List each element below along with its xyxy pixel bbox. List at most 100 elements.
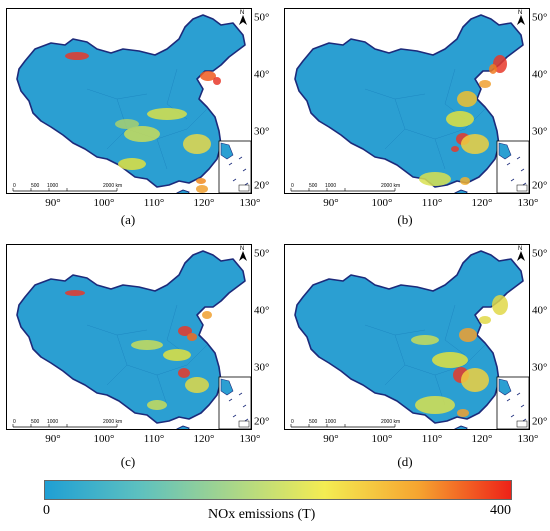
x-tick-label: 130°	[239, 197, 261, 209]
x-tick-label: 130°	[239, 433, 261, 445]
emission-hotspot	[202, 311, 212, 319]
x-tick-label: 120°	[471, 197, 493, 209]
scale-bar-label: 2000 km	[103, 183, 122, 189]
colorbar-title: NOx emissions (T)	[208, 507, 316, 522]
x-tick-label: 90°	[323, 433, 339, 445]
x-tick-label: 120°	[193, 433, 215, 445]
colorbar	[44, 480, 512, 500]
emission-hotspot	[451, 146, 459, 152]
emission-hotspot	[213, 77, 221, 85]
scale-bar-label: 2000 km	[103, 419, 122, 425]
x-tick-label: 120°	[471, 433, 493, 445]
scale-bar-label: 1000	[47, 183, 58, 189]
y-tick-label: 40°	[532, 304, 548, 317]
map-frame-d: N 0 500 1000 2000 km	[284, 244, 530, 430]
south-china-sea-inset	[496, 376, 529, 429]
y-tick-label: 50°	[532, 247, 548, 260]
colorbar-max-label: 400	[490, 503, 511, 518]
y-tick-label: 40°	[254, 304, 270, 317]
emission-hotspot	[415, 396, 455, 414]
y-tick-label: 30°	[254, 361, 270, 374]
y-tick-label: 40°	[254, 68, 270, 81]
scale-bar: 0 500 1000 2000 km	[12, 419, 122, 428]
emission-hotspot	[147, 400, 167, 410]
scale-bar-label: 1000	[325, 183, 336, 189]
panel-label-d: (d)	[397, 454, 413, 469]
emission-hotspot	[446, 111, 474, 127]
emission-hotspot	[461, 368, 489, 392]
south-china-sea-inset	[218, 140, 251, 193]
north-arrow-icon: N	[517, 246, 525, 261]
scale-bar-label: 500	[309, 419, 318, 425]
x-tick-label: 90°	[323, 197, 339, 209]
scale-bar: 0 500 1000 2000 km	[12, 183, 122, 192]
y-tick-label: 50°	[254, 11, 270, 24]
y-tick-label: 40°	[532, 68, 548, 81]
china-map: N 0 500 1000 2000 km	[290, 246, 529, 429]
x-tick-label: 100°	[93, 433, 115, 445]
emission-hotspot	[461, 134, 489, 154]
emission-hotspot	[479, 316, 491, 324]
panel-c: N 0 500 1000 2000 km (c) 90° 100° 110° 120° 130°…	[0, 236, 275, 471]
panel-label-c: (c)	[120, 454, 136, 469]
scale-bar-label: 0	[13, 419, 16, 425]
emission-hotspot	[457, 409, 469, 417]
scale-bar-label: 500	[31, 419, 40, 425]
y-tick-label: 30°	[532, 125, 548, 138]
svg-text:N: N	[518, 10, 522, 16]
north-arrow-icon: N	[517, 10, 525, 25]
emission-hotspot	[459, 328, 477, 342]
emission-hotspot	[163, 349, 191, 361]
emission-hotspot	[183, 134, 211, 154]
panel-label-a: (a)	[120, 212, 136, 227]
scale-bar-label: 1000	[47, 419, 58, 425]
scale-bar-label: 500	[31, 183, 40, 189]
x-tick-label: 100°	[93, 197, 115, 209]
emission-hotspot	[411, 335, 439, 345]
emission-hotspot	[185, 377, 209, 393]
emission-hotspot	[457, 91, 477, 107]
colorbar-min-label: 0	[43, 503, 50, 518]
y-tick-label: 20°	[532, 415, 548, 428]
south-china-sea-inset	[496, 140, 529, 193]
panel-a: N 0 500 1000 2000 km (a) 90° 100° 110° 120° 130°…	[0, 0, 275, 235]
x-tick-label: 90°	[45, 197, 61, 209]
emission-hotspot	[196, 185, 208, 193]
y-tick-label: 30°	[532, 361, 548, 374]
y-tick-label: 20°	[532, 179, 548, 192]
emission-hotspot	[187, 333, 197, 341]
china-map: N 0 500 1000 2000 km	[12, 10, 251, 193]
china-map: N 0 500 1000 2000 km	[12, 246, 251, 429]
x-tick-label: 100°	[371, 433, 393, 445]
x-tick-label: 130°	[517, 433, 539, 445]
emission-hotspot	[432, 352, 468, 368]
y-tick-label: 30°	[254, 125, 270, 138]
china-map: N 0 500 1000 2000 km	[290, 10, 529, 193]
y-tick-label: 20°	[254, 179, 270, 192]
emission-hotspot	[460, 177, 470, 185]
emission-hotspot	[178, 368, 190, 378]
svg-text:N: N	[518, 246, 522, 252]
emission-hotspot	[147, 108, 187, 120]
x-tick-label: 110°	[143, 197, 165, 209]
map-frame-b: N 0 500 1000 2000 km	[284, 8, 530, 194]
y-tick-label: 50°	[254, 247, 270, 260]
emission-hotspot	[65, 290, 85, 296]
scale-bar-label: 0	[291, 419, 294, 425]
x-tick-label: 110°	[421, 197, 443, 209]
scale-bar-label: 2000 km	[381, 183, 400, 189]
scale-bar-label: 500	[309, 183, 318, 189]
map-frame-a: N 0 500 1000 2000 km	[6, 8, 252, 194]
emission-hotspot	[124, 126, 160, 142]
emission-hotspot	[65, 52, 89, 60]
emission-hotspot	[118, 158, 146, 170]
svg-text:N: N	[240, 246, 244, 252]
map-frame-c: N 0 500 1000 2000 km	[6, 244, 252, 430]
south-china-sea-inset	[218, 376, 251, 429]
panel-label-b: (b)	[397, 212, 413, 227]
emission-hotspot	[131, 340, 163, 350]
x-tick-label: 90°	[45, 433, 61, 445]
scale-bar-label: 2000 km	[381, 419, 400, 425]
scale-bar-label: 0	[291, 183, 294, 189]
emission-hotspot	[492, 295, 508, 315]
